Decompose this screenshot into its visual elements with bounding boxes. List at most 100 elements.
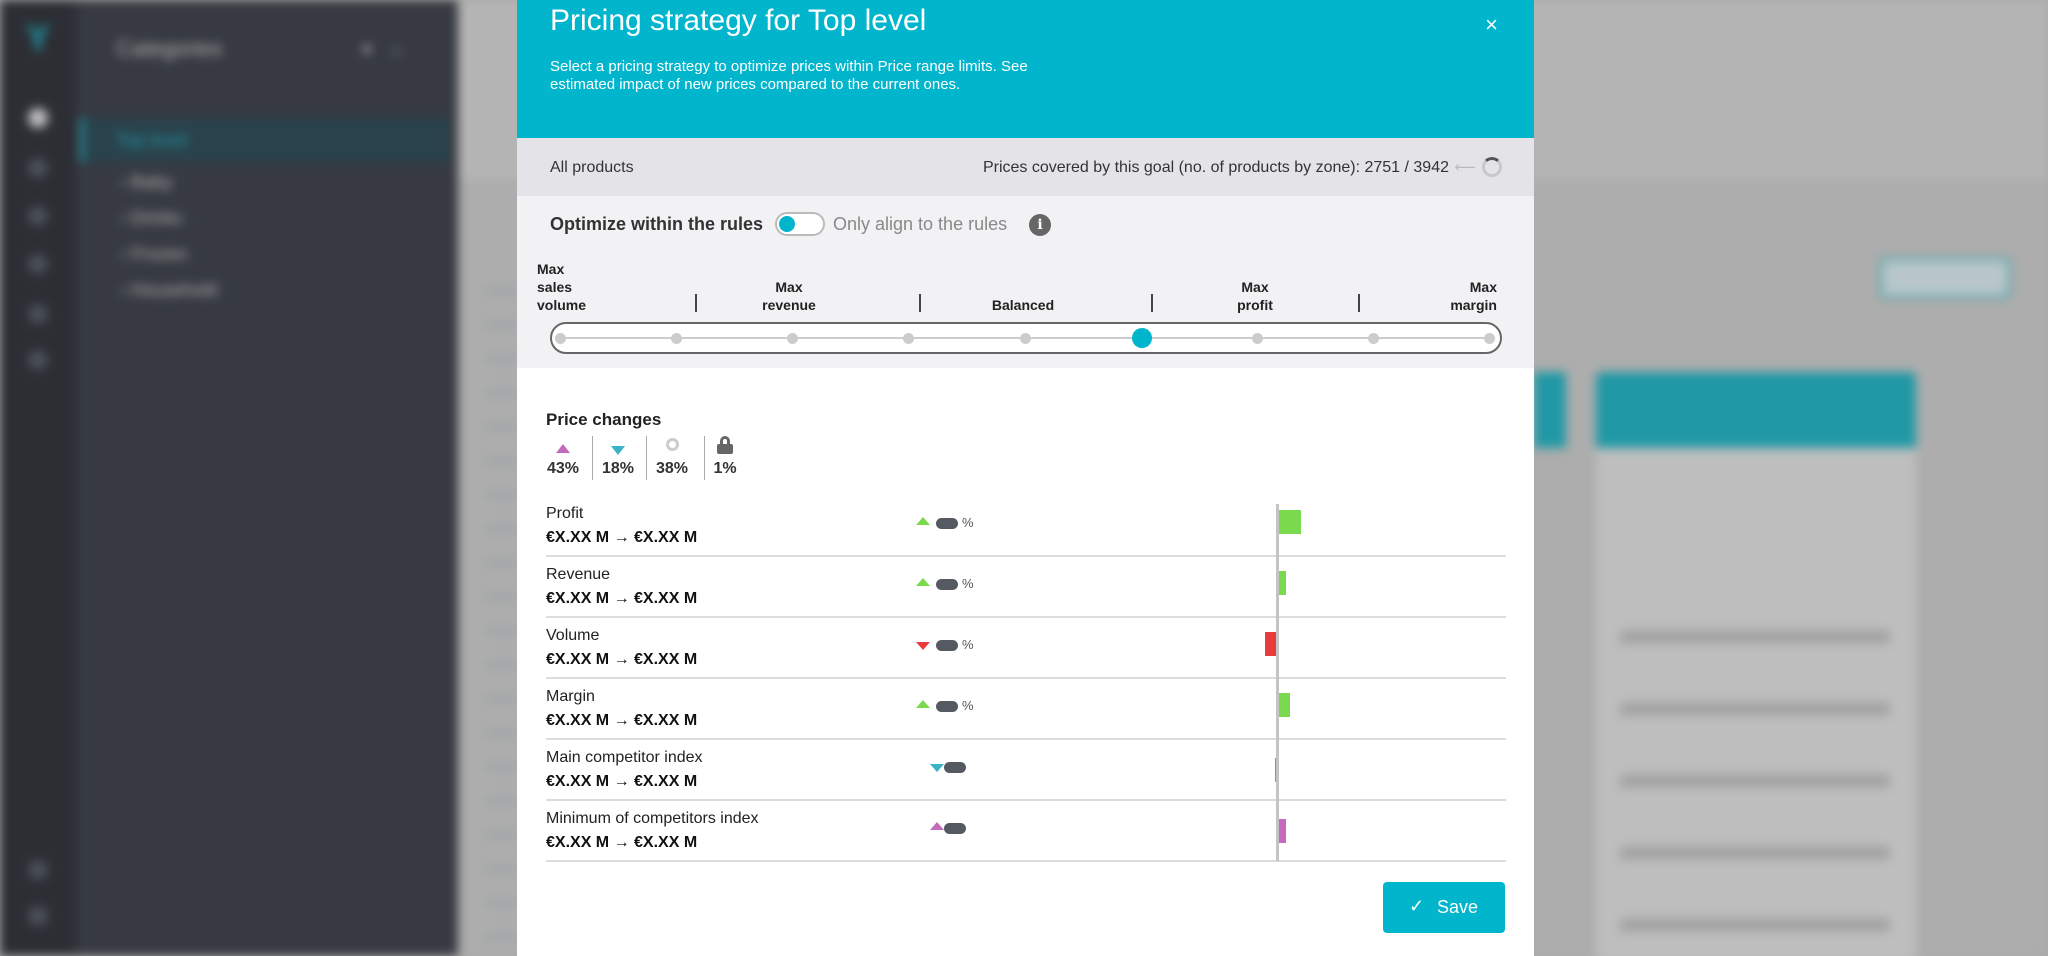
category-item[interactable]: › Frozen · — [120, 244, 198, 264]
scope-label: All products — [550, 159, 634, 176]
kpi-impact-bar — [1279, 819, 1287, 843]
slider-label-line: profit — [1237, 297, 1273, 313]
slider-step[interactable] — [1019, 333, 1031, 344]
save-button[interactable]: ✓ Save — [1383, 882, 1505, 933]
nav-icon[interactable] — [28, 860, 48, 880]
background-card-header — [1596, 372, 1916, 448]
slider-label-line: Max — [537, 261, 565, 277]
slider-step[interactable] — [671, 333, 683, 344]
background-card-header — [1534, 372, 1566, 448]
kpi-row: Main competitor index €X.XX M → €X.XX M — [546, 740, 1506, 801]
kpi-name: Margin — [546, 688, 595, 705]
slider-step[interactable] — [555, 333, 566, 344]
kpi-row: Volume €X.XX M → €X.XX M% — [546, 618, 1506, 679]
trend-up-icon — [916, 517, 930, 525]
modal-header: Pricing strategy for Top level Select a … — [517, 0, 1534, 138]
kpi-values: €X.XX M → €X.XX M — [546, 590, 698, 607]
slider-step[interactable] — [1367, 333, 1379, 344]
price-changes-value: 38% — [655, 460, 689, 477]
coverage-text: Prices covered by this goal (no. of prod… — [982, 159, 1449, 176]
slider-label-max-revenue: Max revenue — [739, 278, 839, 314]
price-changes-up: 43% — [546, 434, 580, 482]
kpi-percent: % — [962, 637, 974, 652]
categories-panel: Categories ▼⌕ Top level › Baby · › Drinks… — [76, 0, 458, 956]
background-row — [1620, 630, 1890, 644]
nav-icon[interactable] — [28, 158, 48, 178]
kpi-values: €X.XX M → €X.XX M — [546, 529, 698, 546]
price-changes-value: 18% — [601, 460, 635, 477]
category-item[interactable]: › Baby · — [120, 172, 183, 192]
category-item[interactable]: › Household · — [120, 280, 228, 300]
category-label: Baby — [131, 172, 173, 192]
slider-label-max-profit: Max profit — [1205, 278, 1305, 314]
kpi-percent: % — [962, 576, 974, 591]
slider-step[interactable] — [1484, 333, 1495, 344]
kpi-name: Minimum of competitors index — [546, 810, 759, 827]
categories-title: Categories — [116, 36, 223, 61]
background-new-button[interactable] — [1880, 258, 2010, 298]
category-item[interactable]: › Drinks · — [120, 208, 193, 228]
slider-step[interactable] — [787, 333, 799, 344]
price-changes-value: 1% — [713, 460, 737, 477]
kpi-change-value — [936, 640, 958, 651]
nav-icon[interactable] — [28, 906, 48, 926]
kpi-impact-bar — [1279, 510, 1301, 534]
trend-down-icon — [930, 764, 944, 772]
kpi-row: Profit €X.XX M → €X.XX M% — [546, 496, 1506, 557]
nav-icon[interactable] — [28, 206, 48, 226]
slider-label-balanced: Balanced — [973, 296, 1073, 314]
background-row — [1620, 702, 1890, 716]
kpi-name: Revenue — [546, 566, 611, 583]
kpi-change-value — [944, 762, 966, 773]
background-row — [1620, 774, 1890, 788]
category-selected[interactable]: Top level — [80, 118, 450, 162]
trend-up-icon — [930, 822, 944, 830]
slider-label-line: revenue — [762, 297, 816, 313]
kpi-percent: % — [962, 515, 974, 530]
slider-separator — [1151, 294, 1153, 312]
price-changes-down: 18% — [601, 434, 635, 482]
slider-step[interactable] — [1251, 333, 1263, 344]
trend-down-icon — [916, 642, 930, 650]
kpi-row: Revenue €X.XX M → €X.XX M% — [546, 557, 1506, 618]
price-changes-value: 43% — [546, 460, 580, 477]
optimize-toggle[interactable] — [775, 212, 825, 236]
kpi-change-value — [936, 518, 958, 529]
category-label: Household — [131, 280, 218, 300]
categories-actions-icon[interactable]: ▼⌕ — [358, 40, 418, 60]
background-row — [1620, 846, 1890, 860]
unchanged-icon — [665, 438, 679, 451]
price-changes-title: Price changes — [546, 410, 662, 429]
background-list — [486, 260, 516, 940]
background-row — [1620, 918, 1890, 932]
nav-icon[interactable] — [28, 304, 48, 324]
divider — [646, 436, 647, 480]
trend-up-icon — [916, 700, 930, 708]
close-icon[interactable]: × — [1485, 12, 1498, 37]
info-icon[interactable]: i — [1029, 214, 1051, 236]
kpi-impact-bar — [1264, 632, 1279, 656]
strategy-slider[interactable] — [550, 322, 1502, 354]
slider-handle[interactable] — [1131, 328, 1152, 348]
loading-spinner-icon — [1482, 157, 1502, 177]
optimization-panel: Optimize within the rules Only align to … — [517, 196, 1534, 368]
kpi-row: Margin €X.XX M → €X.XX M% — [546, 679, 1506, 740]
slider-step[interactable] — [903, 333, 915, 344]
nav-icon[interactable] — [28, 254, 48, 274]
save-label: Save — [1437, 897, 1479, 917]
modal-description: Select a pricing strategy to optimize pr… — [550, 58, 1028, 93]
divider — [704, 436, 705, 480]
nav-home-icon[interactable] — [28, 108, 48, 128]
slider-label-line: volume — [537, 297, 587, 313]
nav-icon[interactable] — [28, 350, 48, 370]
kpi-values: €X.XX M → €X.XX M — [546, 773, 698, 790]
divider — [592, 436, 593, 480]
check-icon: ✓ — [1409, 896, 1425, 916]
kpi-values: €X.XX M → €X.XX M — [546, 712, 698, 729]
impact-axis — [1276, 504, 1279, 861]
slider-label-line: Balanced — [991, 297, 1055, 313]
slider-label-line: sales — [537, 279, 573, 295]
price-up-icon — [556, 444, 570, 453]
kpi-values: €X.XX M → €X.XX M — [546, 651, 698, 668]
locked-icon — [717, 436, 733, 454]
